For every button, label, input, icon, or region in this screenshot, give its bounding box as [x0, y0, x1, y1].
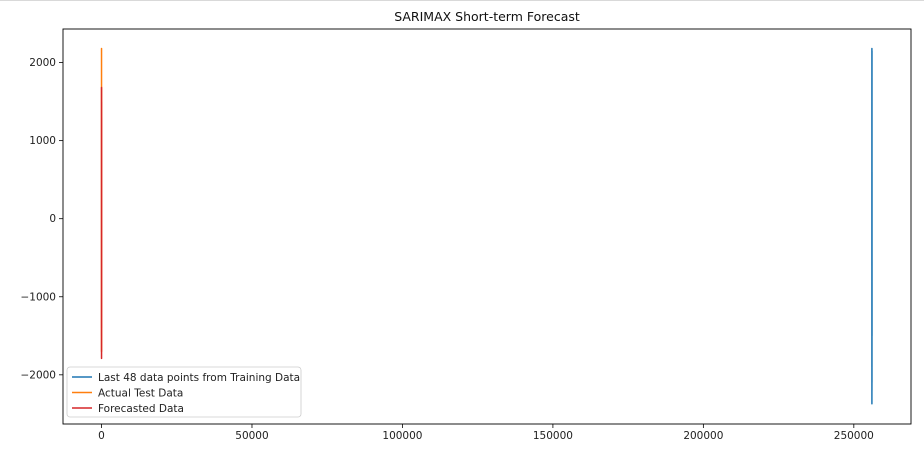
legend-box	[66, 366, 302, 418]
x-tick-label: 150000	[533, 430, 573, 442]
series-layer	[100, 47, 873, 405]
legend-label: Forecasted Data	[98, 403, 184, 415]
x-axis: 0 50000 100000 150000 200000 250000	[98, 424, 874, 442]
y-tick-label: 1000	[29, 135, 56, 147]
x-tick-label: 250000	[834, 430, 874, 442]
y-axis: −2000 −1000 0 1000 2000	[20, 57, 63, 381]
chart-title: SARIMAX Short-term Forecast	[394, 9, 580, 24]
y-tick-label: −1000	[20, 291, 56, 303]
y-tick-label: −2000	[20, 369, 56, 381]
x-tick-label: 100000	[382, 430, 422, 442]
legend: Last 48 data points from Training Data Ac…	[66, 366, 302, 418]
y-tick-label: 0	[49, 213, 56, 225]
plot-frame	[62, 28, 912, 425]
x-tick-label: 200000	[683, 430, 723, 442]
legend-label: Actual Test Data	[98, 387, 183, 399]
x-tick-label: 0	[98, 430, 105, 442]
y-tick-label: 2000	[29, 57, 56, 69]
x-tick-label: 50000	[235, 430, 268, 442]
top-border	[0, 0, 924, 1]
legend-label: Last 48 data points from Training Data	[98, 372, 300, 384]
